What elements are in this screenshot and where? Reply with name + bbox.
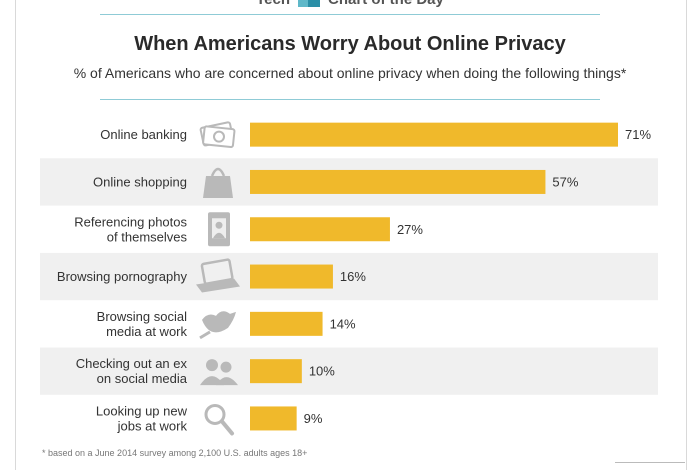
category-label-line: Checking out an ex (76, 356, 188, 371)
category-label-line: Browsing pornography (57, 269, 188, 284)
value-label: 16% (340, 269, 366, 284)
category-label-line: jobs at work (117, 418, 188, 433)
category-label: Looking up new jobs at work (96, 403, 188, 433)
value-label: 71% (625, 127, 651, 142)
bar (250, 123, 618, 147)
category-label-line: of themselves (107, 229, 188, 244)
category-label-line: media at work (106, 324, 187, 339)
bar (250, 170, 545, 194)
value-label: 57% (552, 174, 578, 189)
bar (250, 217, 390, 241)
category-label-line: on social media (97, 371, 188, 386)
value-label: 9% (304, 411, 323, 426)
value-label: 10% (309, 364, 335, 379)
category-label-line: Referencing photos (74, 214, 187, 229)
category-label: Online shopping (93, 174, 187, 189)
value-label: 14% (330, 316, 356, 331)
magnifier-icon (206, 405, 232, 433)
value-label: 27% (397, 222, 423, 237)
category-label: Browsing pornography (57, 269, 188, 284)
bird-icon (200, 311, 236, 338)
category-label-line: Looking up new (96, 403, 188, 418)
money-icon (200, 122, 234, 147)
category-label: Online banking (100, 127, 187, 142)
category-label-line: Online banking (100, 127, 187, 142)
category-label-line: Browsing social (97, 309, 187, 324)
bar (250, 406, 297, 430)
bar (250, 359, 302, 383)
footnote: * based on a June 2014 survey among 2,10… (42, 448, 307, 458)
bar (250, 312, 323, 336)
category-label-line: Online shopping (93, 174, 187, 189)
category-label: Browsing social media at work (97, 309, 188, 339)
bar (250, 265, 333, 289)
photo-icon (208, 212, 230, 246)
category-label: Referencing photos of themselves (74, 214, 187, 244)
